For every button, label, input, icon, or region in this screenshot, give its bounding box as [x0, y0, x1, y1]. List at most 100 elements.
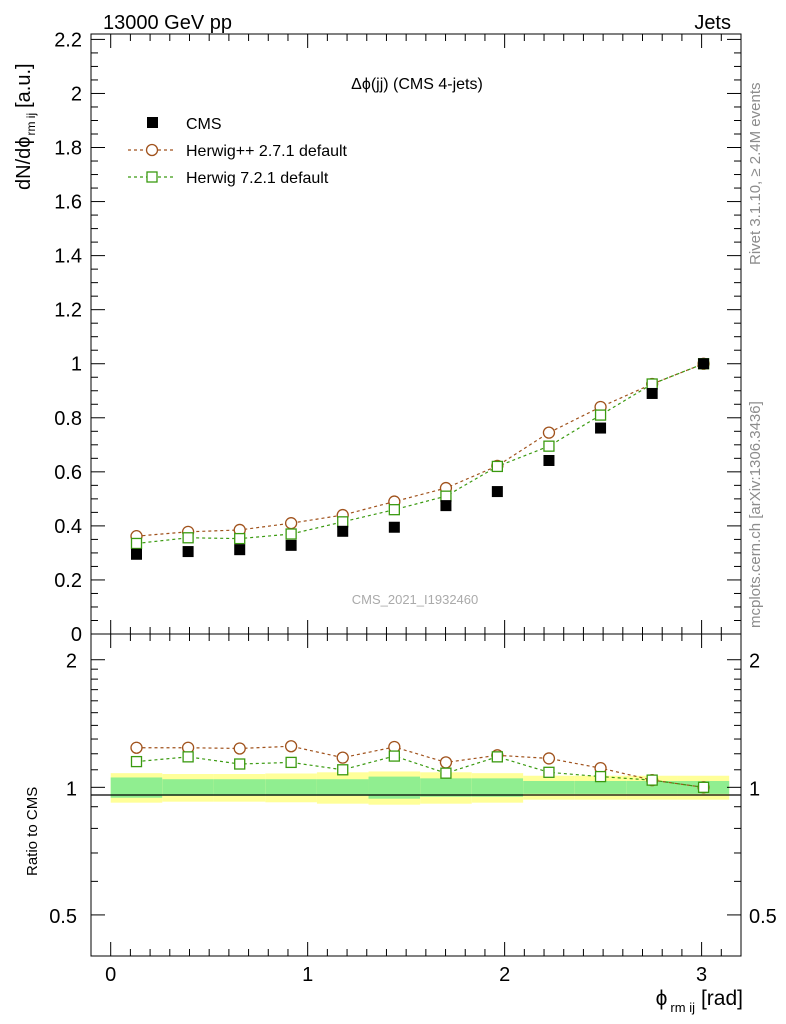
herwig7-point — [594, 409, 607, 421]
ratio-band-inner — [265, 779, 317, 796]
herwig7-point — [337, 516, 349, 528]
ratio-herwig7-point — [543, 766, 555, 778]
ratio-y-tick-label: 0.5 — [49, 906, 77, 928]
ratio-herwigpp-point — [233, 742, 246, 755]
svg-text:dN/dϕrm ij[a.u.]: dN/dϕrm ij [a.u.] — [13, 63, 38, 190]
herwigpp-point — [284, 517, 298, 530]
ratio-herwig7-point — [646, 774, 658, 786]
cms-point — [234, 544, 246, 556]
main-y-label: dN/dϕrm ij [a.u.] — [13, 63, 38, 190]
ratio-band-inner — [162, 779, 214, 796]
ratio-herwig7-point — [594, 770, 607, 783]
chart-title: Δϕ(jj) (CMS 4-jets) — [351, 76, 483, 93]
main-y-label-sub: rm ij — [24, 113, 38, 136]
header-left: 13000 GeV pp — [103, 12, 232, 34]
main-y-tick-label: 0.4 — [54, 516, 82, 538]
main-y-tick-label: 2.2 — [54, 29, 82, 51]
ratio-y-label: Ratio to CMS — [24, 787, 41, 876]
herwig7-point — [130, 537, 143, 550]
cms-point — [440, 500, 452, 512]
x-label-unit: [rad] — [701, 987, 743, 1010]
main-y-label-unit: [a.u.] — [13, 63, 35, 107]
ratio-herwigpp-point — [130, 741, 143, 754]
ratio-herwig7-point — [697, 781, 710, 793]
ratio-band-inner — [316, 779, 369, 796]
ratio-band-inner — [626, 780, 678, 794]
legend: CMS Herwig++ 2.7.1 default Herwig 7.2.1 … — [128, 116, 348, 187]
ratio-herwig7-point — [337, 764, 349, 776]
ratio-y-tick-label-right: 2 — [749, 651, 760, 673]
main-y-tick-label: 0.6 — [54, 462, 82, 484]
main-y-tick-label: 2 — [71, 83, 82, 105]
cms-point — [698, 358, 710, 370]
ratio-band-inner — [368, 776, 421, 799]
ratio-band-inner — [213, 779, 266, 796]
ratio-herwig7-point — [440, 767, 452, 779]
ratio-x-ticks: 0 1 2 3 — [90, 634, 742, 986]
header-right: Jets — [694, 12, 731, 34]
herwig7-point — [234, 532, 246, 545]
x-label-main: ϕ — [656, 987, 668, 1010]
herwig7-line — [136, 363, 704, 545]
herwig7-point — [285, 528, 297, 540]
ratio-herwig7-point — [285, 756, 297, 769]
main-panel: 0 0.2 0.4 0.6 0.8 1 1.2 1.4 1.6 1.8 2 2.2 Δϕ(jj) (C… — [13, 29, 742, 646]
x-tick-label: 1 — [302, 964, 313, 986]
legend-label-herwig7: Herwig 7.2.1 default — [186, 170, 329, 187]
cms-point — [491, 486, 503, 498]
ratio-herwig7-point — [130, 755, 143, 768]
ratio-panel: 0.5 0.5 1 1 2 2 0 1 2 3 Ratio to CMS ϕ rm ij [rad] — [24, 633, 777, 1015]
ratio-y-tick-label-right: 0.5 — [749, 906, 777, 928]
x-tick-label: 2 — [499, 964, 510, 986]
ratio-y-ticks: 0.5 0.5 1 1 2 2 — [49, 651, 777, 928]
legend-marker-cms — [147, 117, 158, 128]
ratio-herwig7-point — [234, 758, 246, 770]
main-y-tick-label: 0 — [71, 624, 82, 646]
ratio-y-tick-label-right: 1 — [749, 778, 760, 800]
main-series-lines — [136, 363, 704, 545]
herwig7-point — [182, 532, 194, 544]
rivet-label: Rivet 3.1.10, ≥ 2.4M events — [747, 83, 764, 266]
legend-label-herwigpp: Herwig++ 2.7.1 default — [186, 143, 348, 160]
ratio-band-inner — [523, 780, 575, 794]
cms-point — [595, 422, 607, 434]
main-y-tick-label: 1.2 — [54, 300, 82, 322]
ratio-band-inner — [471, 778, 524, 797]
analysis-watermark: CMS_2021_I1932460 — [352, 592, 479, 607]
x-tick-label: 3 — [696, 964, 707, 986]
ratio-band-inner — [574, 780, 627, 794]
legend-marker-herwigpp — [145, 143, 159, 157]
ratio-herwig7-point — [491, 751, 503, 763]
cms-point — [182, 546, 194, 558]
legend-label-cms: CMS — [186, 116, 222, 133]
main-y-ticks: 0 0.2 0.4 0.6 0.8 1 1.2 1.4 1.6 1.8 2 2.2 — [54, 29, 741, 646]
ratio-band-inner — [420, 778, 472, 797]
main-y-tick-label: 1.8 — [54, 138, 82, 160]
main-y-tick-label: 1.6 — [54, 192, 82, 214]
cms-point — [131, 548, 142, 560]
legend-marker-herwig7 — [146, 171, 158, 183]
main-series-markers — [130, 357, 710, 560]
herwigpp-line — [136, 363, 704, 537]
x-axis-label: ϕ rm ij [rad] — [656, 987, 743, 1015]
herwigpp-point — [542, 426, 556, 439]
main-y-label-main: dN/dϕ — [13, 137, 35, 190]
ratio-series-lines — [136, 745, 704, 788]
ratio-herwigpp-point — [336, 751, 349, 764]
main-x-ticks — [90, 34, 742, 634]
main-y-tick-label: 1 — [71, 354, 82, 376]
ratio-series-markers — [130, 740, 710, 794]
ratio-herwigpp-point — [284, 740, 298, 753]
main-y-tick-label: 0.2 — [54, 570, 82, 592]
cms-point — [543, 454, 555, 466]
main-y-tick-label: 1.4 — [54, 246, 82, 268]
cms-point — [337, 525, 349, 537]
x-tick-label: 0 — [105, 964, 116, 986]
cms-point — [646, 387, 658, 399]
herwig7-point — [440, 490, 452, 502]
ratio-y-tick-label: 1 — [66, 778, 77, 800]
ratio-herwigpp-point — [542, 752, 556, 765]
herwig7-point — [491, 460, 503, 473]
ratio-herwig7-point — [388, 750, 400, 762]
